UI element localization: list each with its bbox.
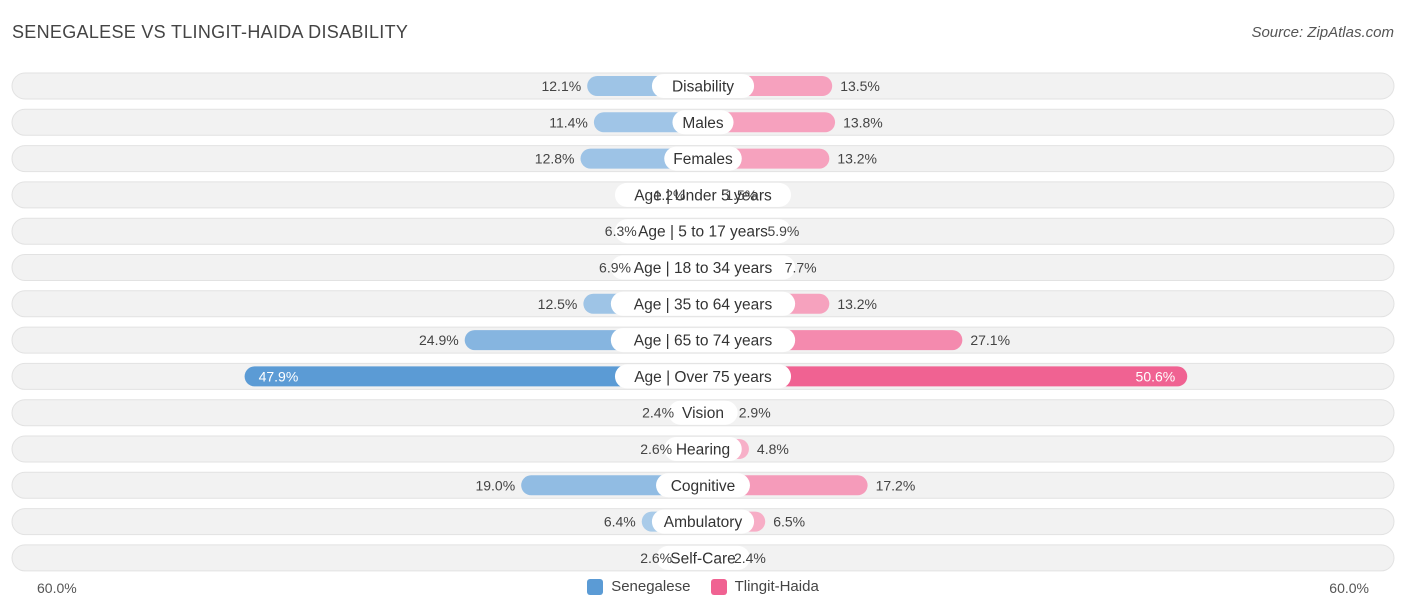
category-label-age-65-to-74-years: Age | 65 to 74 years (634, 333, 773, 350)
value-senegalese-hearing: 2.6% (640, 441, 672, 457)
category-label-females: Females (673, 151, 733, 168)
legend-swatch-senegalese (587, 578, 604, 595)
category-label-cognitive: Cognitive (671, 478, 736, 495)
legend-label-tlingit-haida: Tlingit-Haida (734, 578, 819, 595)
value-senegalese-age-under-5-years: 1.2% (654, 187, 686, 203)
category-label-age-35-to-64-years: Age | 35 to 64 years (634, 296, 773, 313)
bar-senegalese-age-over-75-years (244, 366, 714, 387)
value-tlingit-haida-vision: 2.9% (739, 405, 771, 421)
category-pill-disability (651, 74, 755, 98)
value-senegalese-ambulatory: 6.4% (604, 514, 636, 530)
value-senegalese-age-5-to-17-years: 6.3% (605, 223, 637, 239)
source-label: Source: ZipAtlas.com (1251, 24, 1394, 41)
value-tlingit-haida-age-over-75-years: 50.6% (1136, 368, 1176, 384)
category-pill-age-over-75-years (614, 364, 792, 389)
category-pill-vision (668, 400, 738, 425)
category-pill-age-5-to-17-years (614, 219, 792, 244)
category-label-ambulatory: Ambulatory (664, 514, 743, 531)
category-label-age-5-to-17-years: Age | 5 to 17 years (638, 224, 768, 241)
category-pill-age-35-to-64-years (610, 291, 796, 316)
category-pill-hearing (664, 437, 742, 461)
category-label-males: Males (682, 115, 724, 132)
value-senegalese-cognitive: 19.0% (475, 477, 515, 493)
value-senegalese-females: 12.8% (535, 151, 575, 167)
category-label-age-18-to-34-years: Age | 18 to 34 years (634, 260, 773, 277)
category-label-self-care: Self-Care (670, 550, 735, 567)
value-tlingit-haida-females: 13.2% (837, 151, 877, 167)
category-pill-females (664, 146, 742, 171)
value-senegalese-age-over-75-years: 47.9% (259, 368, 299, 384)
category-pill-age-65-to-74-years (610, 328, 796, 353)
value-senegalese-age-18-to-34-years: 6.9% (599, 260, 631, 276)
value-senegalese-self-care: 2.6% (640, 550, 672, 566)
legend-item-tlingit-haida[interactable]: Tlingit-Haida (710, 578, 819, 595)
category-pill-self-care (656, 545, 750, 570)
category-label-age-over-75-years: Age | Over 75 years (634, 369, 772, 386)
value-senegalese-age-65-to-74-years: 24.9% (419, 332, 459, 348)
value-senegalese-disability: 12.1% (541, 78, 581, 94)
value-tlingit-haida-self-care: 2.4% (734, 550, 766, 566)
value-senegalese-males: 11.4% (549, 114, 588, 130)
category-label-disability: Disability (672, 79, 734, 96)
value-senegalese-age-35-to-64-years: 12.5% (538, 296, 578, 312)
chart-title: SENEGALESE VS TLINGIT-HAIDA DISABILITY (12, 22, 409, 42)
category-label-vision: Vision (682, 405, 724, 422)
value-tlingit-haida-age-18-to-34-years: 7.7% (785, 260, 817, 276)
legend-label-senegalese: Senegalese (611, 578, 691, 595)
value-tlingit-haida-age-35-to-64-years: 13.2% (837, 296, 877, 312)
category-pill-cognitive (656, 473, 750, 498)
legend-swatch-tlingit-haida (710, 578, 727, 595)
legend-item-senegalese[interactable]: Senegalese (587, 578, 690, 595)
bar-tlingit-haida-age-over-75-years (693, 366, 1188, 387)
legend: Senegalese Tlingit-Haida (0, 578, 1406, 599)
value-tlingit-haida-hearing: 4.8% (757, 441, 789, 457)
axis-label-right: 60.0% (1329, 580, 1369, 596)
value-tlingit-haida-age-under-5-years: 1.5% (725, 187, 757, 203)
value-tlingit-haida-age-5-to-17-years: 5.9% (767, 223, 799, 239)
value-tlingit-haida-cognitive: 17.2% (876, 477, 916, 493)
category-pill-males (672, 110, 734, 135)
category-pill-age-18-to-34-years (610, 255, 796, 280)
category-label-hearing: Hearing (676, 442, 730, 459)
category-pill-ambulatory (651, 509, 755, 534)
value-tlingit-haida-ambulatory: 6.5% (773, 514, 805, 530)
category-pill-age-under-5-years (614, 182, 792, 207)
axis-label-left: 60.0% (37, 580, 77, 596)
category-label-age-under-5-years: Age | Under 5 years (634, 187, 772, 204)
value-tlingit-haida-disability: 13.5% (840, 78, 880, 94)
chart-canvas: Disability 12.1% 13.5% Males 11.4% 13.8% Femal… (11, 72, 1395, 572)
value-senegalese-vision: 2.4% (642, 405, 674, 421)
value-tlingit-haida-age-65-to-74-years: 27.1% (970, 332, 1010, 348)
value-tlingit-haida-males: 13.8% (843, 114, 883, 130)
